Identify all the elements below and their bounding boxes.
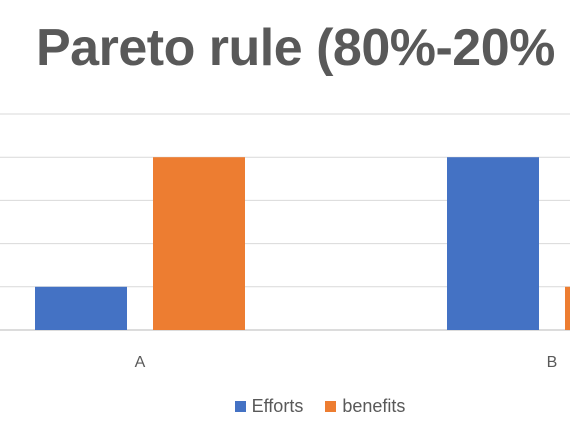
legend-swatch-efforts	[234, 401, 246, 412]
legend: Efforts benefits	[0, 396, 570, 417]
legend-item-benefits: benefits	[325, 396, 405, 417]
legend-swatch-benefits	[325, 401, 337, 412]
bar-efforts-a	[35, 286, 127, 330]
legend-item-efforts: Efforts	[234, 396, 304, 417]
bar-benefits-a	[153, 157, 245, 330]
x-tick-label-a: A	[135, 354, 146, 371]
bar-efforts-b	[447, 157, 539, 330]
chart-title: Pareto rule (80%-20%	[36, 19, 555, 77]
legend-label-efforts: Efforts	[251, 396, 304, 416]
bars	[35, 157, 570, 330]
bar-benefits-b	[565, 286, 570, 330]
legend-label-benefits: benefits	[342, 396, 406, 416]
x-tick-label-b: B	[547, 354, 558, 371]
